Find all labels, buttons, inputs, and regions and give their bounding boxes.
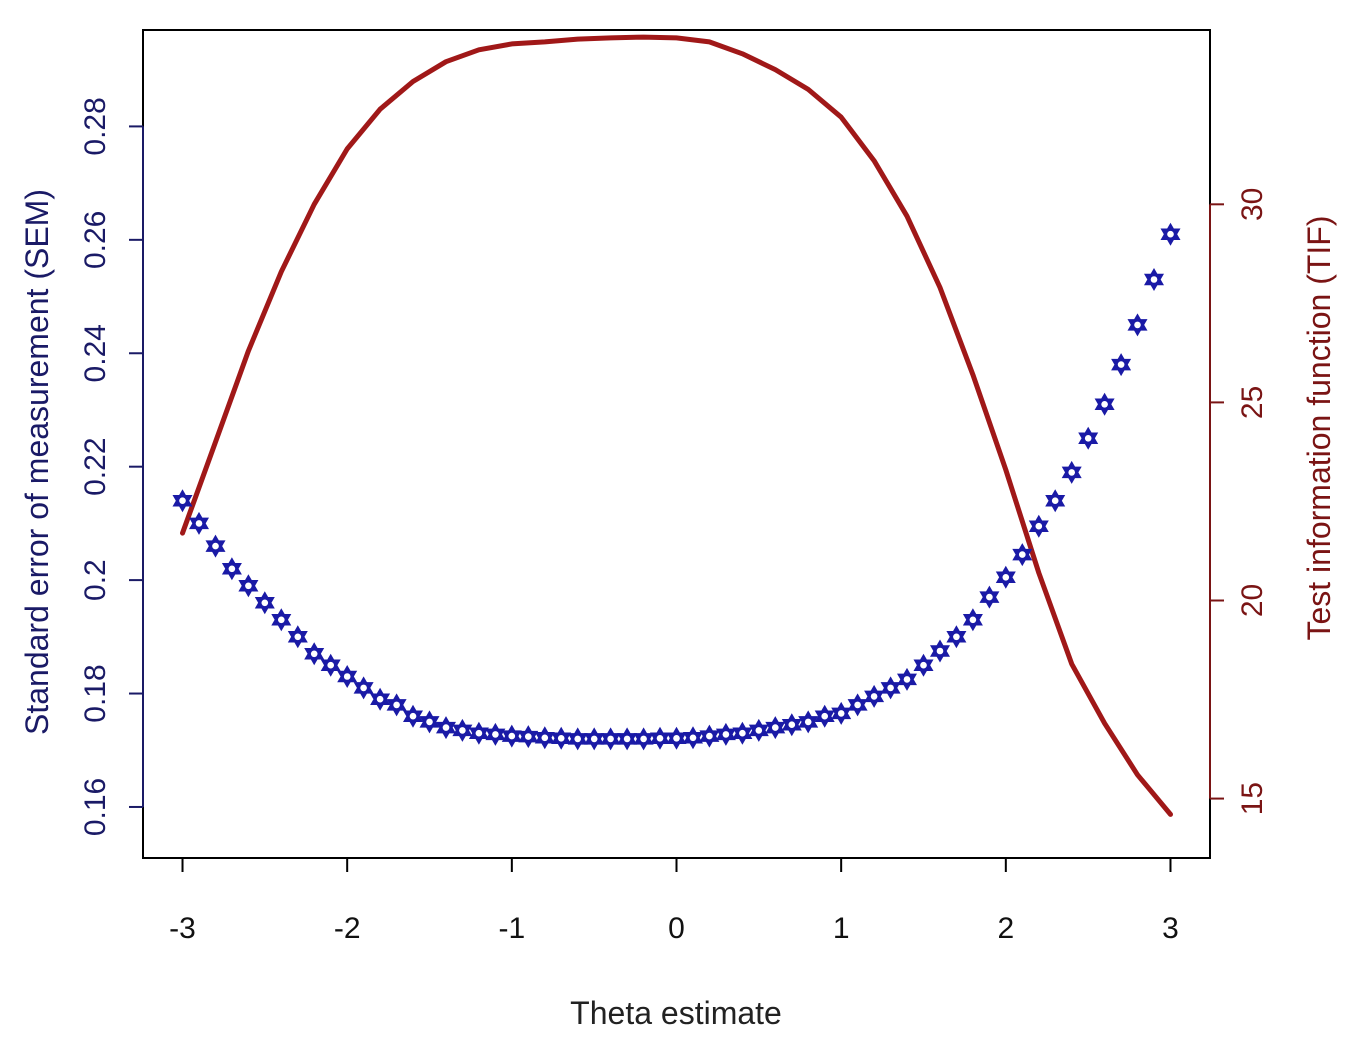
sem-point	[847, 693, 868, 717]
sem-point	[913, 653, 934, 677]
tif-series	[180, 34, 1173, 817]
sem-point	[1094, 392, 1115, 416]
sem-point	[880, 676, 901, 700]
sem-point	[337, 665, 358, 688]
x-tick-label: -3	[169, 912, 196, 945]
sem-point	[649, 726, 671, 750]
sem-point	[699, 724, 720, 748]
sem-point	[715, 722, 736, 746]
sem-point	[370, 687, 391, 711]
y-axis-left-title: Standard error of measurement (SEM)	[19, 189, 55, 735]
sem-point	[1111, 353, 1132, 377]
sem-point	[929, 639, 951, 663]
x-tick-label: -2	[334, 912, 361, 945]
sem-point	[435, 716, 457, 740]
sem-point	[831, 701, 852, 725]
sem-point	[946, 625, 967, 649]
y-left-tick-label: 0.28	[79, 97, 112, 155]
sem-point	[995, 565, 1016, 589]
sem-point	[600, 727, 621, 751]
sem-point	[353, 676, 374, 700]
y-left-tick-label: 0.16	[79, 778, 112, 836]
sem-point	[271, 608, 292, 632]
sem-point	[1078, 426, 1099, 450]
sem-point	[798, 710, 819, 734]
sem-point	[748, 718, 769, 742]
sem-point	[1012, 543, 1033, 567]
sem-point	[962, 608, 983, 632]
sem-point	[205, 534, 226, 558]
x-axis-title: Theta estimate	[570, 995, 782, 1031]
sem-point	[386, 693, 407, 717]
y-left-tick-label: 0.24	[79, 324, 112, 382]
sem-point	[1143, 268, 1165, 291]
y-left-tick-label: 0.26	[79, 211, 112, 269]
sem-point	[188, 511, 210, 535]
y-right-tick-label: 20	[1236, 584, 1269, 617]
x-axis: -3 -2 -1 0 1 2 3	[169, 857, 1179, 945]
sem-point	[979, 585, 1000, 609]
sem-point	[304, 642, 325, 666]
sem-point	[551, 726, 572, 750]
sem-point	[254, 591, 275, 615]
sem-point	[1045, 489, 1066, 513]
sem-point	[518, 725, 539, 749]
y-left-tick-label: 0.2	[79, 559, 112, 601]
x-tick-label: -1	[498, 912, 525, 945]
sem-point	[617, 727, 638, 751]
sem-point	[485, 722, 506, 746]
y-right-tick-label: 25	[1236, 386, 1269, 419]
sem-point	[501, 724, 522, 748]
x-tick-label: 2	[997, 912, 1014, 945]
tif-line	[180, 34, 1173, 817]
sem-point	[584, 727, 605, 751]
y-right-tick-label: 15	[1236, 782, 1269, 815]
sem-point	[682, 726, 704, 750]
sem-point	[468, 721, 489, 745]
sem-point	[765, 716, 786, 740]
sem-point	[864, 684, 885, 708]
sem-point	[320, 653, 341, 677]
y-left-tick-label: 0.22	[79, 437, 112, 495]
sem-point	[1160, 222, 1181, 246]
sem-point	[402, 704, 424, 728]
sem-point	[666, 726, 687, 750]
y-axis-left: 0.16 0.18 0.2 0.22 0.24 0.26 0.28	[79, 97, 144, 836]
sem-point	[732, 721, 753, 745]
sem-point	[221, 557, 242, 581]
sem-point	[1061, 460, 1082, 484]
x-tick-label: 0	[668, 912, 685, 945]
sem-point	[567, 727, 588, 751]
sem-point	[534, 726, 555, 750]
sem-point	[633, 727, 654, 751]
sem-series	[172, 222, 1181, 751]
y-axis-right-title: Test information function (TIF)	[1301, 215, 1337, 640]
sem-point	[1028, 514, 1049, 538]
sem-point	[287, 625, 308, 649]
sem-point	[172, 489, 193, 513]
x-tick-label: 3	[1162, 912, 1179, 945]
y-axis-right: 15 20 25 30	[1209, 188, 1269, 815]
sem-point	[814, 704, 835, 728]
sem-point	[419, 710, 440, 734]
sem-point	[781, 713, 802, 737]
sem-point	[1127, 313, 1148, 337]
sem-point	[452, 718, 473, 742]
y-right-tick-label: 30	[1236, 188, 1269, 221]
x-tick-label: 1	[833, 912, 850, 945]
y-left-tick-label: 0.18	[79, 664, 112, 722]
sem-point	[896, 667, 918, 691]
sem-point	[238, 574, 259, 598]
